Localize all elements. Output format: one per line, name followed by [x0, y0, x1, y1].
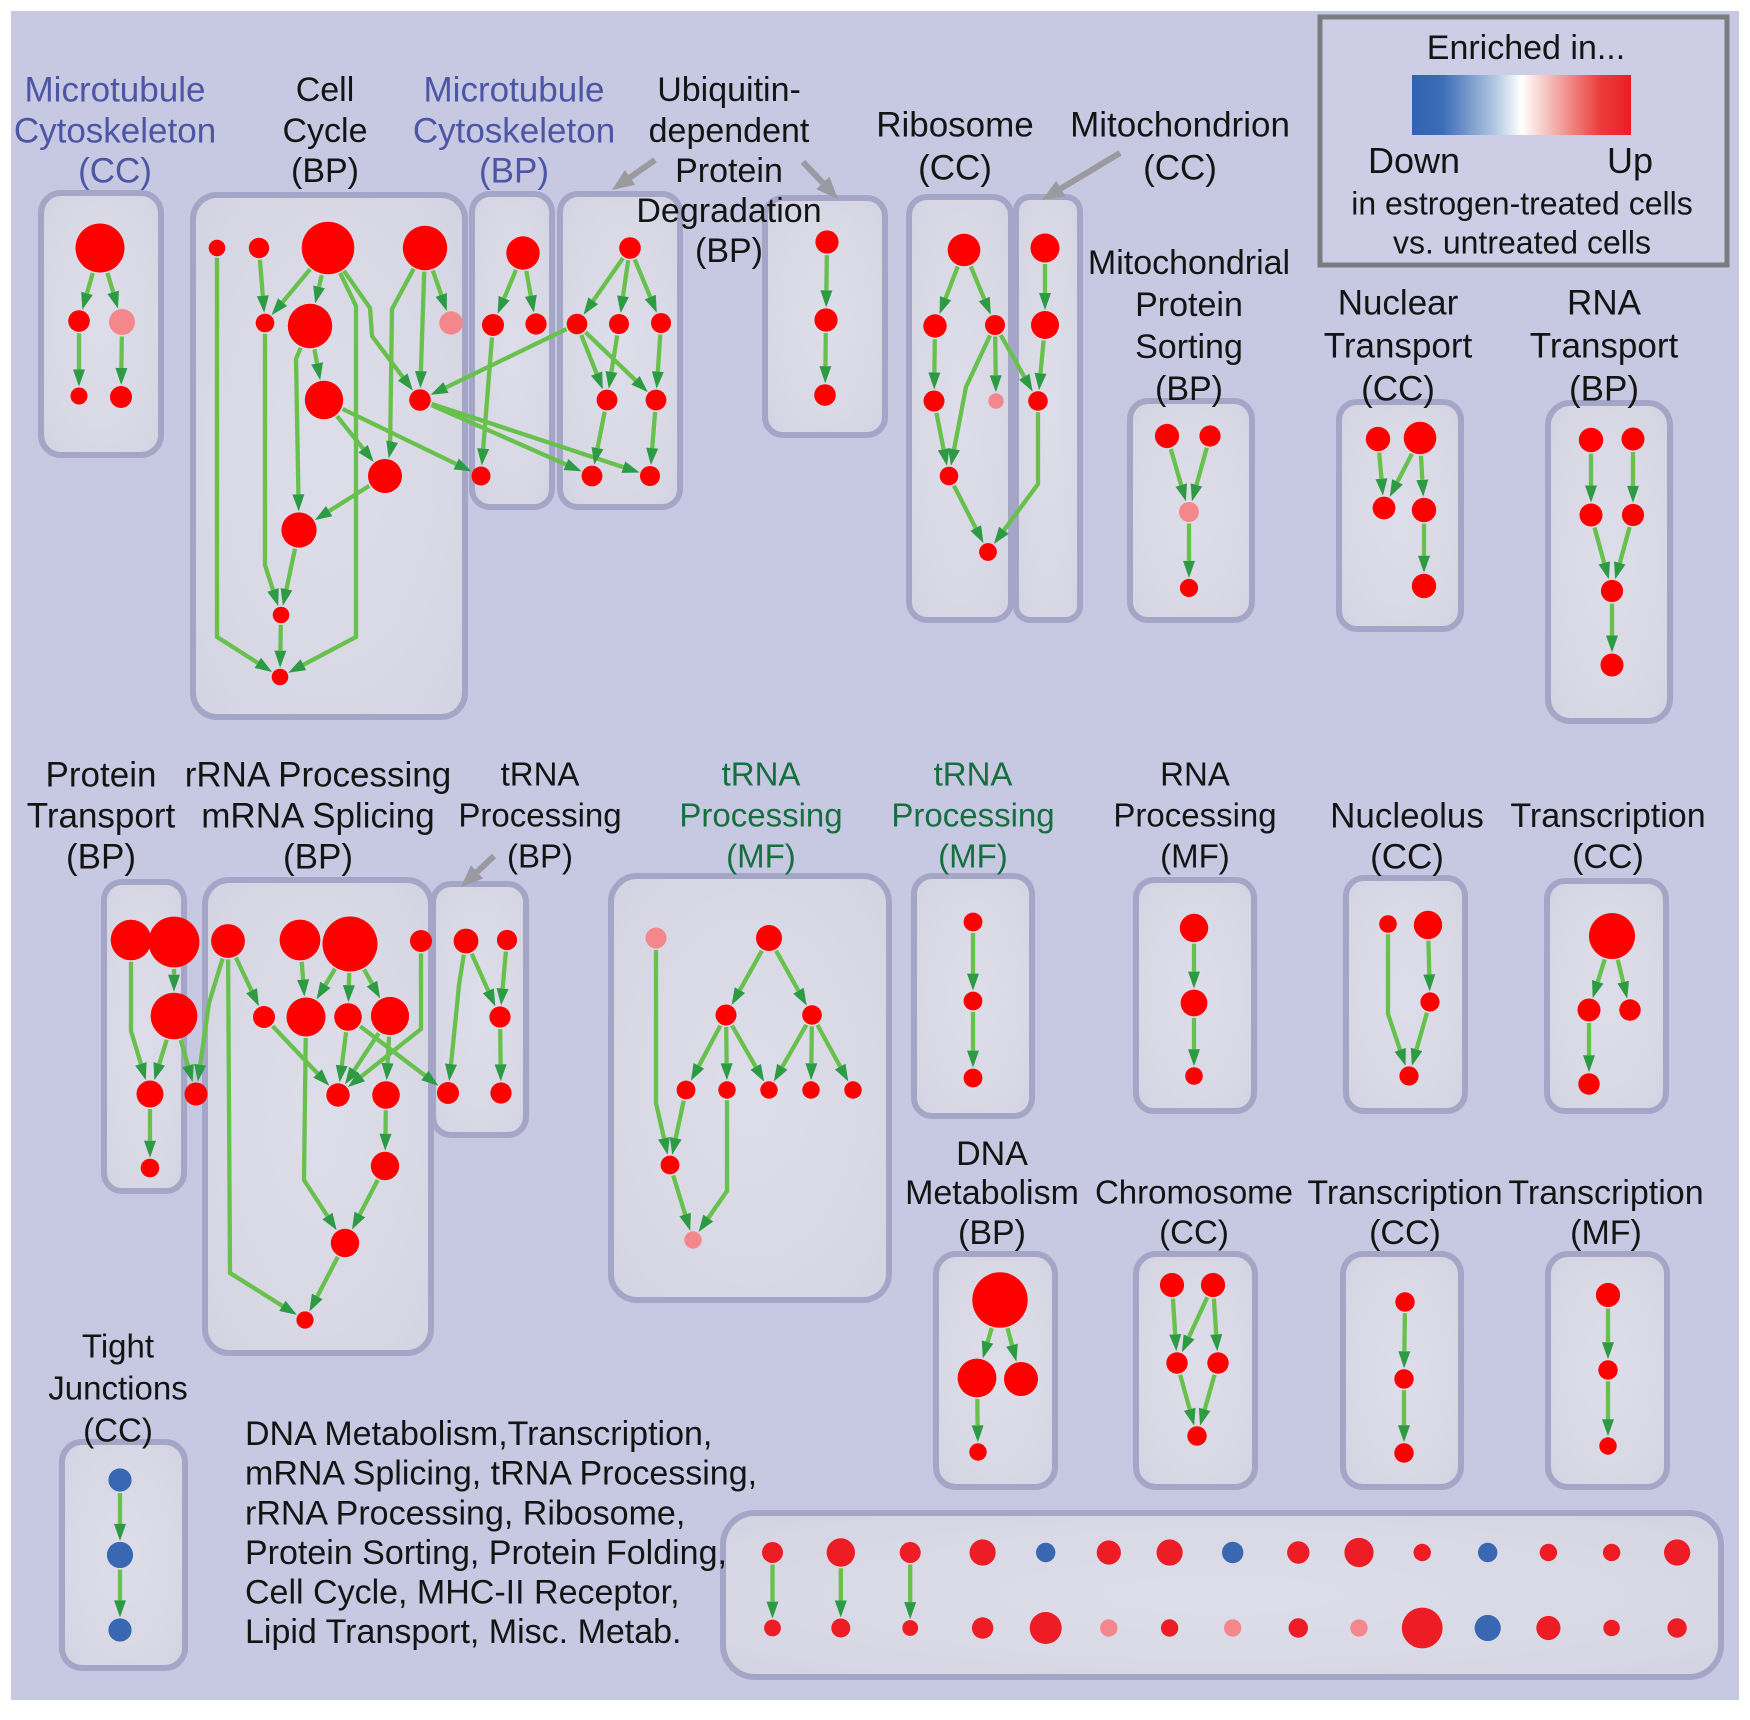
svg-text:Down: Down: [1368, 140, 1460, 181]
svg-text:Cytoskeleton: Cytoskeleton: [413, 111, 615, 150]
svg-text:(BP): (BP): [507, 838, 573, 875]
svg-text:Transport: Transport: [1530, 326, 1679, 365]
svg-text:(BP): (BP): [66, 837, 136, 876]
svg-text:Nuclear: Nuclear: [1338, 283, 1459, 322]
svg-text:Nucleolus: Nucleolus: [1330, 796, 1484, 835]
svg-text:Mitochondrion: Mitochondrion: [1070, 105, 1290, 144]
svg-text:(CC): (CC): [918, 148, 992, 187]
svg-text:Cycle: Cycle: [282, 112, 367, 150]
svg-text:Processing: Processing: [458, 797, 621, 834]
svg-text:Cell Cycle, MHC-II Receptor,: Cell Cycle, MHC-II Receptor,: [245, 1574, 680, 1612]
svg-text:(MF): (MF): [1570, 1214, 1642, 1252]
svg-text:Transport: Transport: [1324, 326, 1473, 365]
svg-text:tRNA: tRNA: [934, 756, 1013, 793]
svg-text:DNA Metabolism,Transcription,: DNA Metabolism,Transcription,: [245, 1415, 712, 1453]
svg-text:(BP): (BP): [695, 232, 763, 270]
svg-text:Microtubule: Microtubule: [25, 70, 206, 109]
svg-text:dependent: dependent: [649, 112, 810, 150]
svg-text:Junctions: Junctions: [48, 1370, 187, 1407]
svg-text:(CC): (CC): [1370, 837, 1444, 876]
svg-text:Protein: Protein: [1135, 286, 1243, 324]
svg-text:RNA: RNA: [1160, 756, 1230, 793]
svg-text:in estrogen-treated cells: in estrogen-treated cells: [1351, 185, 1693, 221]
svg-text:(BP): (BP): [1569, 369, 1639, 408]
svg-text:(CC): (CC): [83, 1412, 153, 1449]
svg-text:Transcription: Transcription: [1510, 797, 1705, 835]
svg-text:Transcription: Transcription: [1307, 1174, 1502, 1212]
svg-text:(CC): (CC): [1369, 1214, 1441, 1252]
svg-text:(BP): (BP): [479, 151, 549, 190]
svg-text:(BP): (BP): [291, 152, 359, 190]
svg-text:rRNA Processing: rRNA Processing: [185, 755, 451, 794]
svg-text:Metabolism: Metabolism: [905, 1174, 1079, 1212]
svg-text:mRNA Splicing: mRNA Splicing: [201, 796, 434, 835]
svg-text:vs. untreated cells: vs. untreated cells: [1393, 224, 1651, 260]
svg-text:Processing: Processing: [1113, 797, 1276, 834]
svg-text:tRNA: tRNA: [501, 756, 580, 793]
svg-text:Cytoskeleton: Cytoskeleton: [14, 111, 216, 150]
svg-text:Enriched in...: Enriched in...: [1427, 29, 1625, 67]
svg-text:Protein: Protein: [675, 152, 783, 190]
svg-text:(MF): (MF): [938, 838, 1008, 875]
svg-text:(BP): (BP): [283, 837, 353, 876]
svg-text:Lipid Transport, Misc. Metab.: Lipid Transport, Misc. Metab.: [245, 1613, 682, 1651]
svg-text:(BP): (BP): [958, 1214, 1026, 1252]
svg-text:(CC): (CC): [78, 151, 152, 190]
svg-text:RNA: RNA: [1567, 283, 1642, 322]
svg-text:Protein: Protein: [46, 755, 157, 794]
svg-text:Transport: Transport: [27, 796, 176, 835]
svg-text:Protein Sorting, Protein Foldi: Protein Sorting, Protein Folding,: [245, 1534, 727, 1572]
svg-text:(MF): (MF): [726, 838, 796, 875]
svg-text:Sorting: Sorting: [1135, 328, 1243, 366]
svg-text:(CC): (CC): [1143, 148, 1217, 187]
svg-text:Ubiquitin-: Ubiquitin-: [657, 71, 801, 109]
svg-text:DNA: DNA: [956, 1135, 1028, 1173]
svg-text:Tight: Tight: [82, 1328, 154, 1365]
svg-text:Microtubule: Microtubule: [424, 70, 605, 109]
svg-text:Chromosome: Chromosome: [1095, 1174, 1293, 1211]
svg-text:(CC): (CC): [1572, 838, 1644, 876]
svg-text:Processing: Processing: [679, 797, 842, 834]
svg-text:(BP): (BP): [1155, 370, 1223, 408]
svg-text:Mitochondrial: Mitochondrial: [1088, 244, 1290, 282]
svg-text:Up: Up: [1607, 140, 1653, 181]
svg-text:(CC): (CC): [1361, 369, 1435, 408]
svg-text:rRNA Processing, Ribosome,: rRNA Processing, Ribosome,: [245, 1494, 685, 1532]
svg-text:Ribosome: Ribosome: [876, 105, 1034, 144]
svg-text:mRNA Splicing, tRNA Processing: mRNA Splicing, tRNA Processing,: [245, 1455, 757, 1493]
svg-text:Cell: Cell: [296, 71, 355, 109]
svg-text:tRNA: tRNA: [722, 756, 801, 793]
svg-text:(MF): (MF): [1160, 838, 1230, 875]
svg-text:(CC): (CC): [1159, 1214, 1229, 1251]
svg-text:Transcription: Transcription: [1508, 1174, 1703, 1212]
svg-text:Processing: Processing: [891, 797, 1054, 834]
svg-text:Degradation: Degradation: [636, 192, 821, 230]
